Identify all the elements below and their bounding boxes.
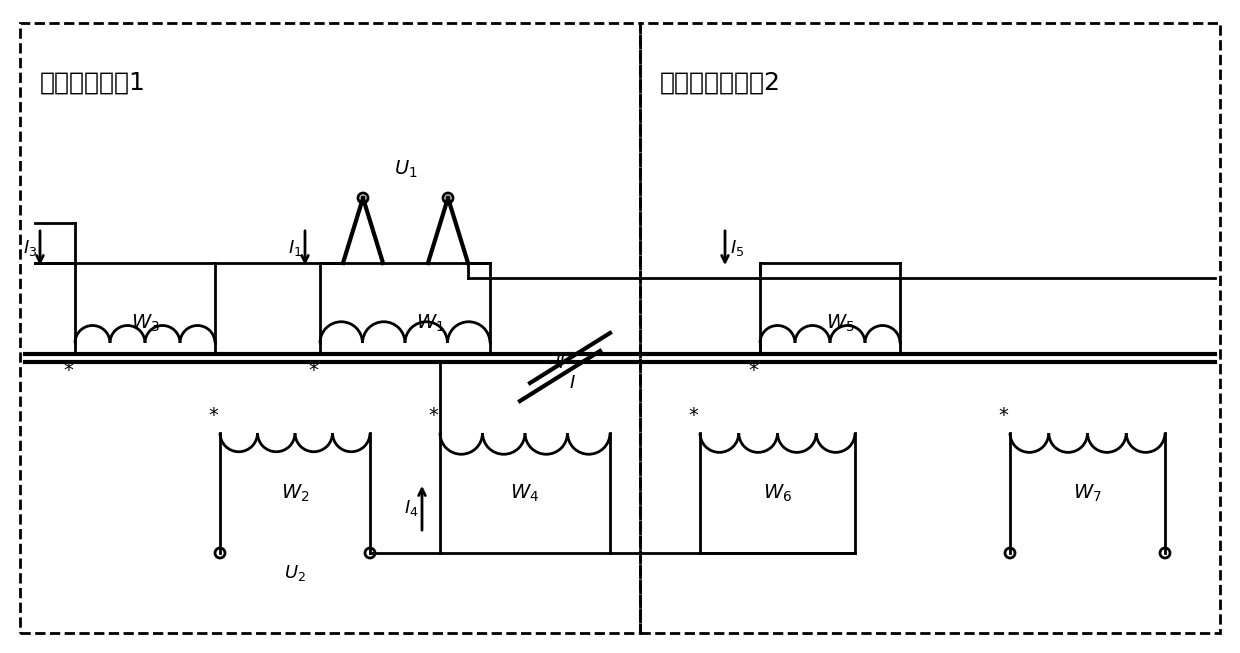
Text: $I_1$: $I_1$: [288, 238, 303, 258]
Text: $W_3$: $W_3$: [130, 312, 160, 334]
Text: *: *: [748, 361, 758, 380]
Text: 辅助电压互感全2: 辅助电压互感全2: [660, 71, 781, 95]
Text: $I_5$: $I_5$: [730, 238, 744, 258]
Text: *: *: [308, 361, 317, 380]
Text: $I_4$: $I_4$: [404, 498, 419, 518]
Text: $W_2$: $W_2$: [280, 483, 309, 503]
Text: $W_6$: $W_6$: [763, 483, 792, 503]
Text: $W_7$: $W_7$: [1073, 483, 1102, 503]
Text: 主电压互感全1: 主电压互感全1: [40, 71, 146, 95]
Text: II: II: [556, 354, 565, 372]
Text: I: I: [570, 374, 575, 392]
Text: $U_2$: $U_2$: [284, 563, 306, 583]
Text: *: *: [688, 406, 698, 425]
Text: *: *: [63, 361, 73, 380]
Text: *: *: [998, 406, 1008, 425]
Text: *: *: [208, 406, 218, 425]
Text: $W_5$: $W_5$: [826, 312, 854, 334]
Text: $W_1$: $W_1$: [415, 312, 444, 334]
Text: $U_1$: $U_1$: [393, 159, 418, 180]
Text: $I_3$: $I_3$: [22, 238, 37, 258]
Text: *: *: [428, 406, 438, 425]
Text: $W_4$: $W_4$: [511, 483, 539, 503]
